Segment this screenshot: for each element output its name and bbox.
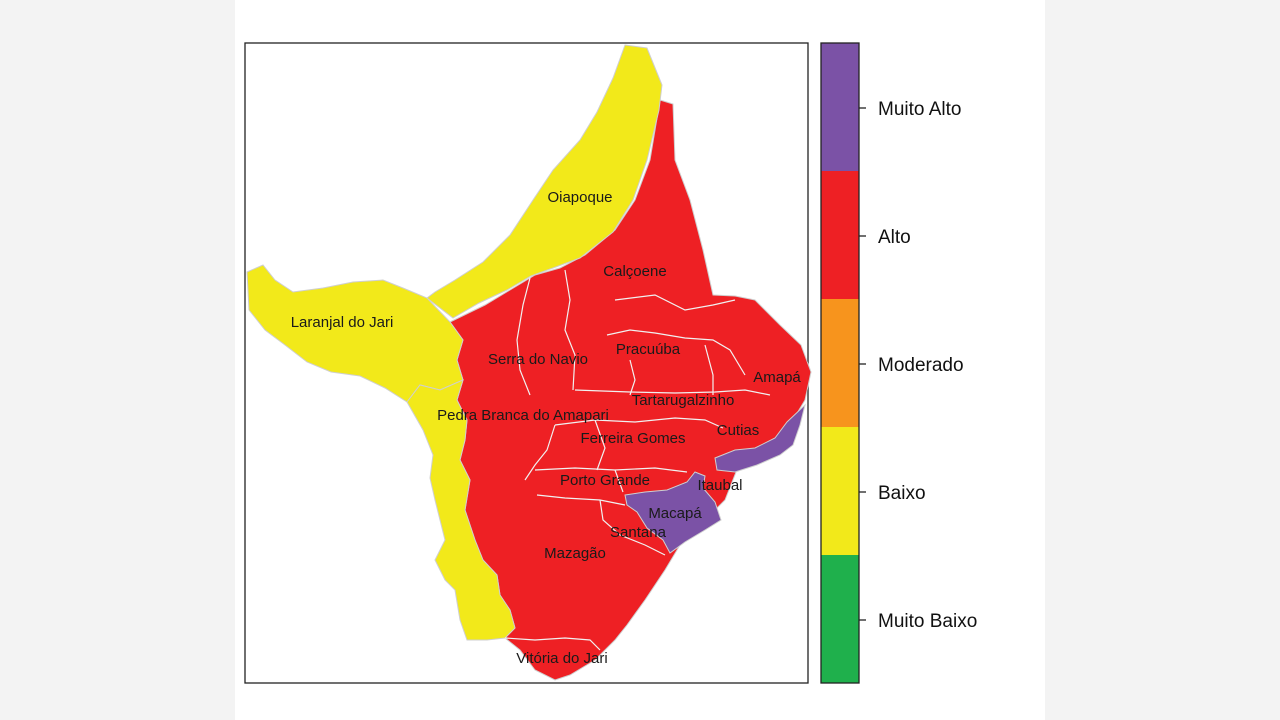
municipality-labels: Oiapoque Calçoene Laranjal do Jari Serra… xyxy=(291,189,802,667)
region-macapa xyxy=(624,471,722,554)
region-red-area xyxy=(449,99,812,681)
legend-swatch-moderado xyxy=(821,299,859,427)
label-porto-grande: Porto Grande xyxy=(560,472,650,489)
legend-label-muito-baixo: Muito Baixo xyxy=(878,611,977,632)
legend: Muito Alto Alto Moderado Baixo Muito Bai… xyxy=(820,42,977,684)
legend-ticks xyxy=(859,107,866,621)
legend-label-moderado: Moderado xyxy=(878,355,964,376)
label-itaubal: Itaubal xyxy=(697,477,742,494)
label-pedra-branca-do-amapari: Pedra Branca do Amapari xyxy=(437,407,609,424)
legend-swatch-alto xyxy=(821,171,859,299)
label-cutias: Cutias xyxy=(717,422,760,439)
legend-frame xyxy=(820,42,860,684)
label-ferreira-gomes: Ferreira Gomes xyxy=(580,430,685,447)
label-pracuuba: Pracuúba xyxy=(616,341,681,358)
region-oiapoque xyxy=(426,44,663,319)
label-oiapoque: Oiapoque xyxy=(547,189,612,206)
label-amapa: Amapá xyxy=(753,369,801,386)
legend-label-alto: Alto xyxy=(878,227,911,248)
label-laranjal-do-jari: Laranjal do Jari xyxy=(291,314,394,331)
label-santana: Santana xyxy=(610,524,667,541)
legend-label-baixo: Baixo xyxy=(878,483,926,504)
legend-label-muito-alto: Muito Alto xyxy=(878,99,961,120)
label-mazagao: Mazagão xyxy=(544,545,606,562)
legend-swatch-baixo xyxy=(821,427,859,555)
legend-swatch-muito-baixo xyxy=(821,555,859,683)
region-laranjal-do-jari xyxy=(246,264,464,403)
label-macapa: Macapá xyxy=(648,505,702,522)
region-cutias xyxy=(714,403,806,473)
label-serra-do-navio: Serra do Navio xyxy=(488,351,588,368)
label-vitoria-do-jari: Vitória do Jari xyxy=(516,650,607,667)
label-tartarugalzinho: Tartarugalzinho xyxy=(632,392,735,409)
map-figure: Oiapoque Calçoene Laranjal do Jari Serra… xyxy=(235,0,1045,720)
label-calcoene: Calçoene xyxy=(603,263,666,280)
map-svg: Oiapoque Calçoene Laranjal do Jari Serra… xyxy=(244,42,977,684)
municipal-boundaries xyxy=(504,269,771,651)
legend-swatch-muito-alto xyxy=(821,43,859,171)
region-pedra-branca xyxy=(406,379,516,641)
